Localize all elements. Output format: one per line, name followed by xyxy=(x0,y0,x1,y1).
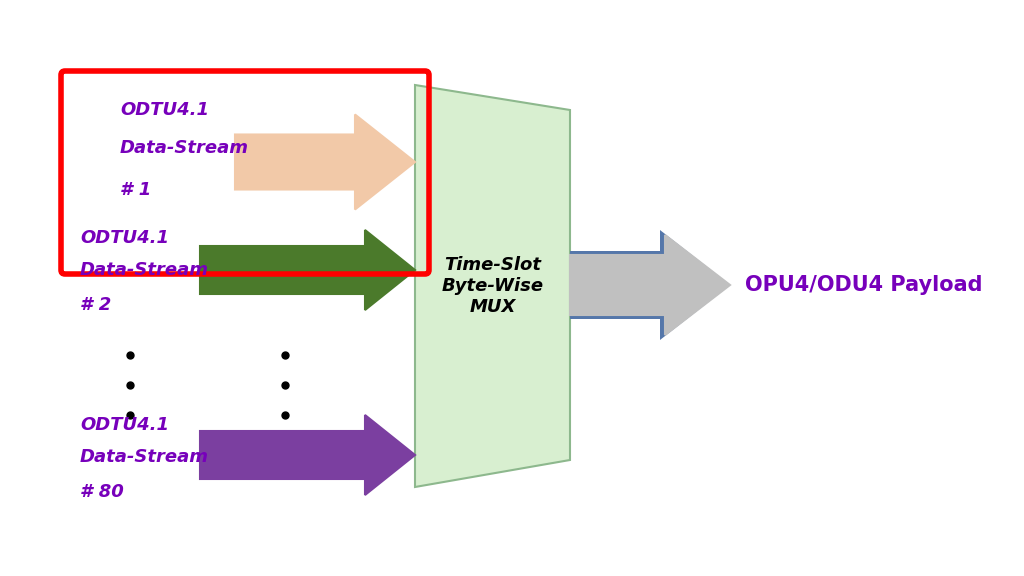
Text: OPU4/ODU4 Payload: OPU4/ODU4 Payload xyxy=(745,275,982,295)
FancyArrow shape xyxy=(234,115,415,210)
FancyArrow shape xyxy=(200,415,415,495)
Polygon shape xyxy=(415,85,570,487)
Text: # 80: # 80 xyxy=(80,483,124,501)
Text: # 1: # 1 xyxy=(120,181,152,199)
Text: Data-Stream: Data-Stream xyxy=(80,448,209,466)
FancyArrow shape xyxy=(570,230,730,340)
Text: Data-Stream: Data-Stream xyxy=(80,261,209,279)
FancyArrow shape xyxy=(200,230,415,310)
Text: ODTU4.1: ODTU4.1 xyxy=(80,416,169,434)
Text: ODTU4.1: ODTU4.1 xyxy=(120,101,209,119)
Text: Time-Slot
Byte-Wise
MUX: Time-Slot Byte-Wise MUX xyxy=(441,256,544,316)
FancyArrow shape xyxy=(570,235,730,335)
Text: Data-Stream: Data-Stream xyxy=(120,139,249,157)
Text: # 2: # 2 xyxy=(80,296,112,314)
Text: ODTU4.1: ODTU4.1 xyxy=(80,229,169,247)
